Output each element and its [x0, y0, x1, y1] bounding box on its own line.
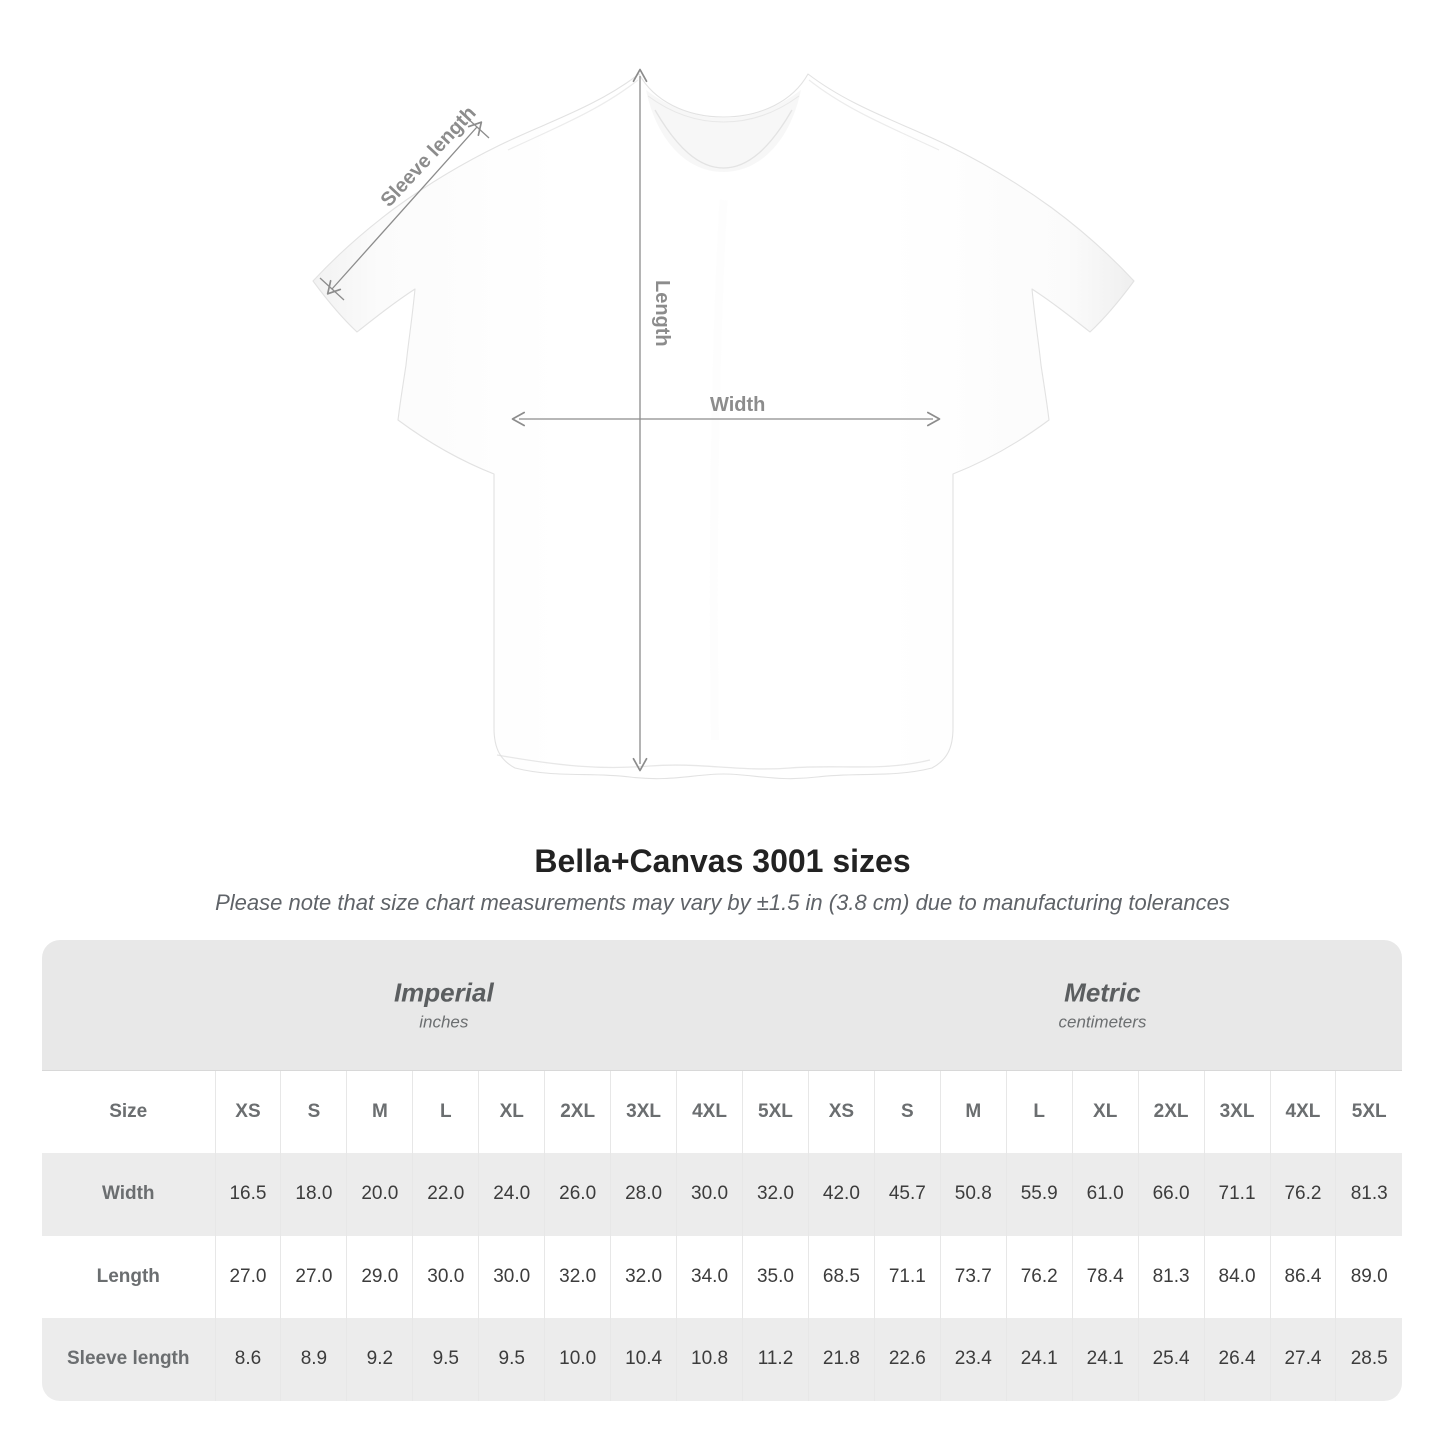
- svg-text:Width: Width: [710, 394, 765, 416]
- svg-text:Length: Length: [651, 280, 673, 347]
